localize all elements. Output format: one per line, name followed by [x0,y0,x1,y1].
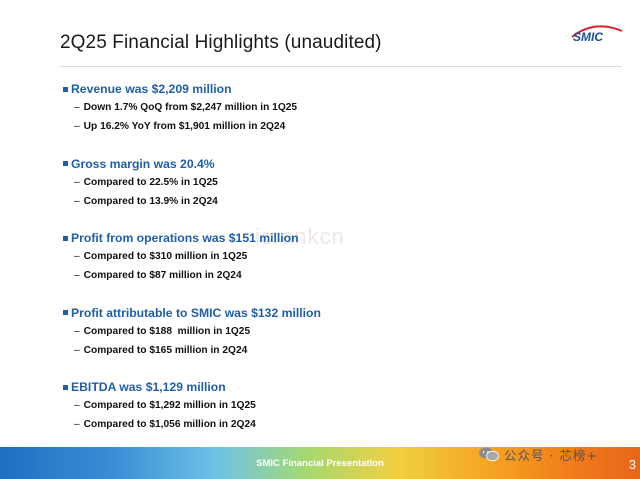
sub-item: – Compared to $87 million in 2Q24 [74,270,242,281]
sub-item: – Compared to $310 million in 1Q25 [74,251,248,262]
section-heading: Revenue was $2,209 million [71,82,232,96]
sub-item: – Down 1.7% QoQ from $2,247 million in 1Q… [74,102,298,113]
section-heading: Profit attributable to SMIC was $132 mil… [71,305,321,320]
logo-text: SMIC [573,30,603,44]
watermark-text: icrankcn [255,224,345,249]
slide-title: 2Q25 Financial Highlights (unaudited) [60,32,382,53]
title-divider [60,66,622,67]
section-heading: EBITDA was $1,129 million [71,380,226,394]
sub-item: – Compared to $1,056 million in 2Q24 [74,419,256,430]
sub-item: – Up 16.2% YoY from $1,901 million in 2Q2… [74,121,286,132]
bullet-marker [63,310,68,315]
sub-item: – Compared to 13.9% in 2Q24 [74,195,218,207]
section-revenue: Revenue was $2,209 million – Down 1.7% Qo… [62,80,582,136]
sub-item: – Compared to 22.5% in 1Q25 [74,176,218,188]
sub-item: – Compared to $165 million in 2Q24 [74,344,248,356]
wechat-icon [479,447,499,462]
section-heading: Gross margin was 20.4% [71,156,215,171]
highlights-list: Revenue was $2,209 million – Down 1.7% Qo… [62,80,582,453]
sub-item: – Compared to $188 million in 1Q25 [74,325,251,337]
page-number: 3 [628,457,636,472]
section-ebitda: EBITDA was $1,129 million – Compared to $… [62,378,582,434]
section-profit-operations: Profit from operations was $151 million … [62,229,582,285]
bullet-marker [63,86,68,92]
section-profit-attributable: Profit attributable to SMIC was $132 mil… [62,304,582,360]
bullet-marker [63,384,68,390]
wechat-watermark: 公众号 · 芯榜+ [478,444,598,464]
bullet-marker [63,235,68,241]
footer-label: SMIC Financial Presentation [256,458,384,469]
sub-item: – Compared to $1,292 million in 1Q25 [74,400,256,411]
wechat-label: 公众号 · 芯榜+ [504,447,598,463]
footer-gradient-bar [0,447,640,479]
smic-logo: SMIC [571,25,623,44]
section-heading: Profit from operations was $151 million [71,231,299,245]
section-gross-margin: Gross margin was 20.4% – Compared to 22.5… [62,155,582,211]
bullet-marker [63,161,68,166]
